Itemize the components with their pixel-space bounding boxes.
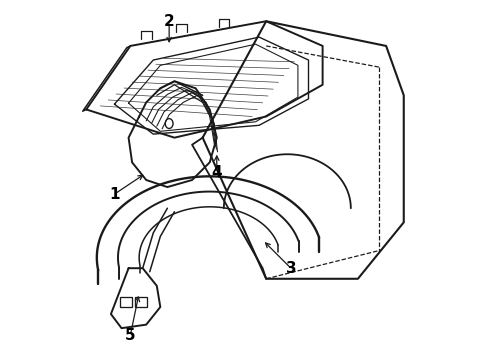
Text: 2: 2 [164, 14, 174, 29]
Text: 3: 3 [286, 261, 296, 276]
Text: 5: 5 [125, 328, 136, 343]
Text: 4: 4 [212, 166, 222, 180]
Text: 1: 1 [109, 186, 120, 202]
